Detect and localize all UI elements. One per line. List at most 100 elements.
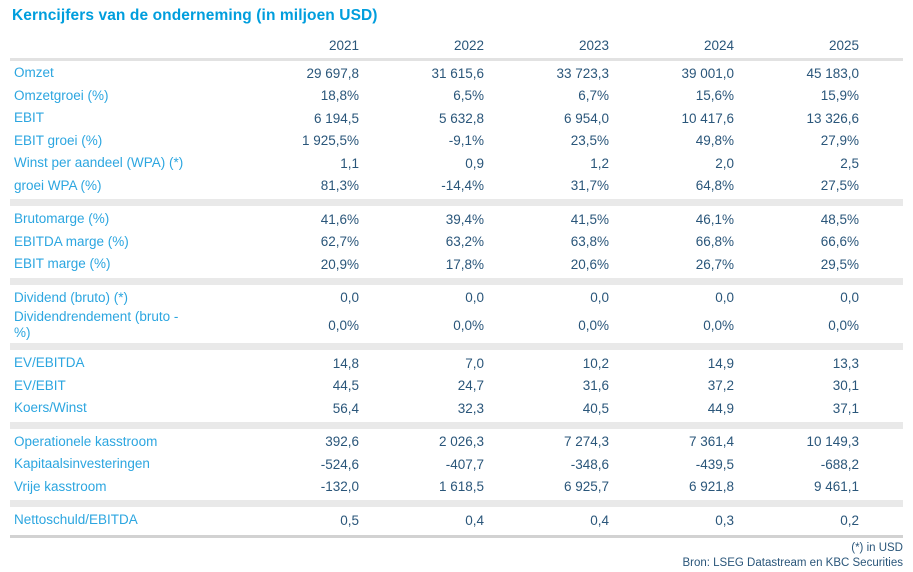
cell-value: 6 194,5 xyxy=(313,110,359,126)
cell-value: 41,6% xyxy=(320,211,359,227)
row-label: groei WPA (%) xyxy=(14,177,102,193)
cell-value: 63,8% xyxy=(570,234,609,250)
table-row: Omzetgroei (%) 18,8% 6,5% 6,7% 15,6% 15,9% xyxy=(10,85,903,108)
cell-value: 14,8 xyxy=(332,355,359,371)
cell-value: 48,5% xyxy=(820,211,859,227)
cell-value: 30,1 xyxy=(832,378,859,394)
row-label: EBIT groei (%) xyxy=(14,132,103,148)
row-label: EV/EBITDA xyxy=(14,355,85,371)
table-row: EV/EBITDA 14,8 7,0 10,2 14,9 13,3 xyxy=(10,352,903,375)
cell-value: 0,0% xyxy=(828,317,859,333)
cell-value: 56,4 xyxy=(332,400,359,416)
cell-value: 0,9 xyxy=(465,155,484,171)
cell-value: 31,6 xyxy=(582,378,609,394)
row-label: Dividendrendement (bruto -%) xyxy=(14,309,179,340)
cell-value: 41,5% xyxy=(570,211,609,227)
cell-value: 29,5% xyxy=(820,256,859,272)
cell-value: 7 361,4 xyxy=(688,434,734,450)
cell-value: 27,9% xyxy=(820,133,859,149)
cell-value: 0,5 xyxy=(340,512,359,528)
table-row: Operationele kasstroom 392,6 2 026,3 7 274,… xyxy=(10,431,903,454)
cell-value: -407,7 xyxy=(445,456,484,472)
cell-value: 17,8% xyxy=(445,256,484,272)
cell-value: -132,0 xyxy=(320,479,359,495)
footnote-usd: (*) in USD xyxy=(851,541,903,554)
table-row: EBITDA marge (%) 62,7% 63,2% 63,8% 66,8% 66,6… xyxy=(10,231,903,254)
cell-value: 15,6% xyxy=(695,88,734,104)
year-column-header: 2021 xyxy=(328,38,359,53)
cell-value: 1 925,5% xyxy=(301,133,359,149)
table-section: Omzet 29 697,8 31 615,6 33 723,3 39 001,0 45 … xyxy=(10,61,903,198)
cell-value: 9 461,1 xyxy=(813,479,859,495)
cell-value: 27,5% xyxy=(820,178,859,194)
row-label: Koers/Winst xyxy=(14,400,87,416)
cell-value: 15,9% xyxy=(820,88,859,104)
cell-value: 0,0 xyxy=(465,290,484,306)
table-row: Dividendrendement (bruto -%) 0,0% 0,0% 0,0%… xyxy=(10,309,903,341)
cell-value: 6 954,0 xyxy=(563,110,609,126)
table-section: Brutomarge (%) 41,6% 39,4% 41,5% 46,1% 48,5% E… xyxy=(10,207,903,277)
table-row: Nettoschuld/EBITDA 0,5 0,4 0,4 0,3 0,2 xyxy=(10,509,903,532)
table-section: Nettoschuld/EBITDA 0,5 0,4 0,4 0,3 0,2 xyxy=(10,508,903,533)
table-row: Dividend (bruto) (*) 0,0 0,0 0,0 0,0 0,0 xyxy=(10,287,903,310)
row-label: Omzet xyxy=(14,65,54,81)
cell-value: 6 925,7 xyxy=(563,479,609,495)
table-row: Brutomarge (%) 41,6% 39,4% 41,5% 46,1% 48,5% xyxy=(10,208,903,231)
year-column-header: 2023 xyxy=(578,38,609,53)
cell-value: 20,6% xyxy=(570,256,609,272)
cell-value: 0,0 xyxy=(590,290,609,306)
cell-value: -688,2 xyxy=(820,456,859,472)
table-row: EBIT 6 194,5 5 632,8 6 954,0 10 417,6 13 326,… xyxy=(10,107,903,130)
table-section: Dividend (bruto) (*) 0,0 0,0 0,0 0,0 0,0 Divid… xyxy=(10,286,903,343)
cell-value: 81,3% xyxy=(320,178,359,194)
table-bottom-rule xyxy=(10,534,903,538)
cell-value: 0,4 xyxy=(465,512,484,528)
table-body: Omzet 29 697,8 31 615,6 33 723,3 39 001,0 45 … xyxy=(10,61,903,533)
cell-value: 1 618,5 xyxy=(438,479,484,495)
row-label: EBIT xyxy=(14,110,45,126)
cell-value: 63,2% xyxy=(445,234,484,250)
cell-value: 0,0 xyxy=(340,290,359,306)
table-row: EBIT groei (%) 1 925,5% -9,1% 23,5% 49,8% 27,… xyxy=(10,130,903,153)
cell-value: 0,4 xyxy=(590,512,609,528)
cell-value: 39,4% xyxy=(445,211,484,227)
cell-value: 44,5 xyxy=(332,378,359,394)
cell-value: 0,0% xyxy=(578,317,609,333)
cell-value: 14,9 xyxy=(707,355,734,371)
section-divider xyxy=(10,500,903,507)
cell-value: 10,2 xyxy=(582,355,609,371)
cell-value: 0,3 xyxy=(715,512,734,528)
table-row: groei WPA (%) 81,3% -14,4% 31,7% 64,8% 27,5% xyxy=(10,175,903,198)
cell-value: 24,7 xyxy=(457,378,484,394)
table-row: Vrije kasstroom -132,0 1 618,5 6 925,7 6 921… xyxy=(10,476,903,499)
cell-value: 0,0% xyxy=(703,317,734,333)
cell-value: 29 697,8 xyxy=(306,65,359,81)
cell-value: 0,0 xyxy=(840,290,859,306)
key-figures-table: 2021 2022 2023 2024 2025 Omzet 29 697,8 31 615… xyxy=(10,38,903,538)
cell-value: 1,1 xyxy=(340,155,359,171)
table-footer: (*) in USD Bron: LSEG Datastream en KBC … xyxy=(10,541,903,571)
cell-value: -9,1% xyxy=(448,133,484,149)
cell-value: 37,1 xyxy=(832,400,859,416)
row-label: Kapitaalsinvesteringen xyxy=(14,456,150,472)
cell-value: 13 326,6 xyxy=(806,110,859,126)
cell-value: 31 615,6 xyxy=(431,65,484,81)
cell-value: 0,0% xyxy=(328,317,359,333)
cell-value: 33 723,3 xyxy=(556,65,609,81)
cell-value: 392,6 xyxy=(325,434,359,450)
cell-value: 26,7% xyxy=(695,256,734,272)
cell-value: 32,3 xyxy=(457,400,484,416)
row-label: Vrije kasstroom xyxy=(14,478,107,494)
cell-value: 7 274,3 xyxy=(563,434,609,450)
year-column-header: 2024 xyxy=(703,38,734,53)
cell-value: 45 183,0 xyxy=(806,65,859,81)
row-label: Operationele kasstroom xyxy=(14,433,158,449)
cell-value: -14,4% xyxy=(441,178,484,194)
cell-value: 23,5% xyxy=(570,133,609,149)
row-label: Dividend (bruto) (*) xyxy=(14,289,129,305)
year-column-header: 2025 xyxy=(828,38,859,53)
table-row: EBIT marge (%) 20,9% 17,8% 20,6% 26,7% 29,5% xyxy=(10,253,903,276)
cell-value: 18,8% xyxy=(320,88,359,104)
row-label: Nettoschuld/EBITDA xyxy=(14,512,138,528)
cell-value: 62,7% xyxy=(320,234,359,250)
